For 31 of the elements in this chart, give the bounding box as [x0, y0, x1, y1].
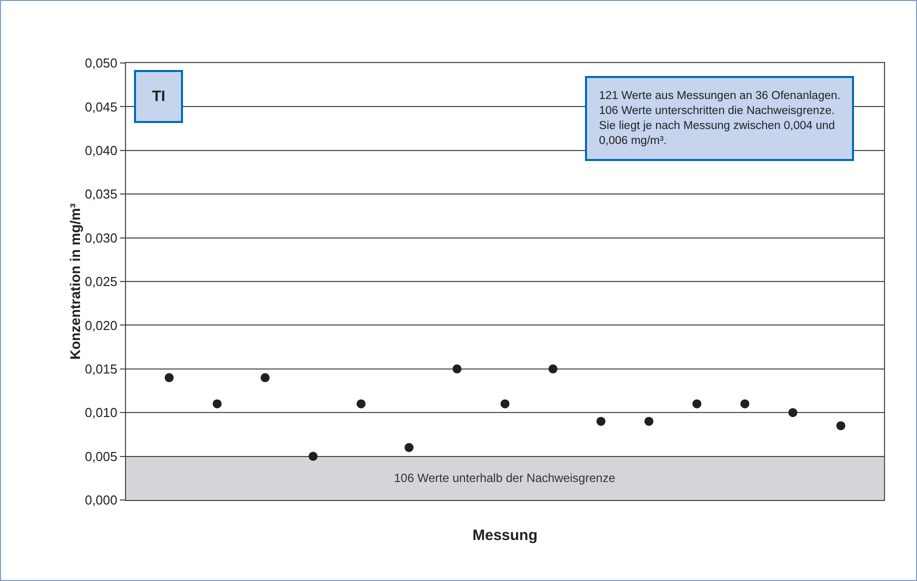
x-axis-title: Messung [472, 527, 538, 544]
point [548, 364, 558, 374]
point [356, 399, 366, 408]
y-tick-label: 0,000 [84, 492, 118, 508]
y-tick-label: 0,015 [84, 361, 118, 376]
point [212, 399, 222, 408]
y-tick-label: 0,010 [84, 405, 118, 420]
y-tick-label: 0,025 [84, 274, 118, 290]
point [788, 408, 798, 418]
point [164, 373, 174, 382]
y-tick-label: 0,040 [84, 142, 118, 158]
point [452, 364, 462, 374]
y-tick-label: 0,045 [84, 99, 118, 114]
y-tick-label: 0,035 [84, 186, 118, 202]
annotation: TI [152, 88, 166, 105]
y-tick-label: 0,020 [84, 318, 118, 333]
point [836, 421, 846, 430]
y-tick-label: 0,050 [84, 56, 118, 71]
point [260, 373, 270, 382]
y-tick-label: 0,005 [84, 448, 118, 464]
point [740, 399, 750, 408]
point [500, 399, 510, 408]
band-label: 106 Werte unterhalb der Nachweisgrenze [394, 471, 616, 485]
point [404, 443, 414, 452]
y-tick-label: 0,030 [84, 230, 118, 246]
point [692, 399, 702, 408]
y-axis-title: Konzentration in mg/m³ [66, 203, 83, 360]
annotation: 121 Werte aus Messungen an 36 Ofenanlagen. 106 Werte unterschritten die Nachweisgrenze. Sie liegt je nach Messung zwischen 0,004 und 0,006 mg/m³. [599, 90, 840, 147]
point [644, 416, 654, 426]
point [596, 416, 606, 426]
point [308, 452, 318, 461]
